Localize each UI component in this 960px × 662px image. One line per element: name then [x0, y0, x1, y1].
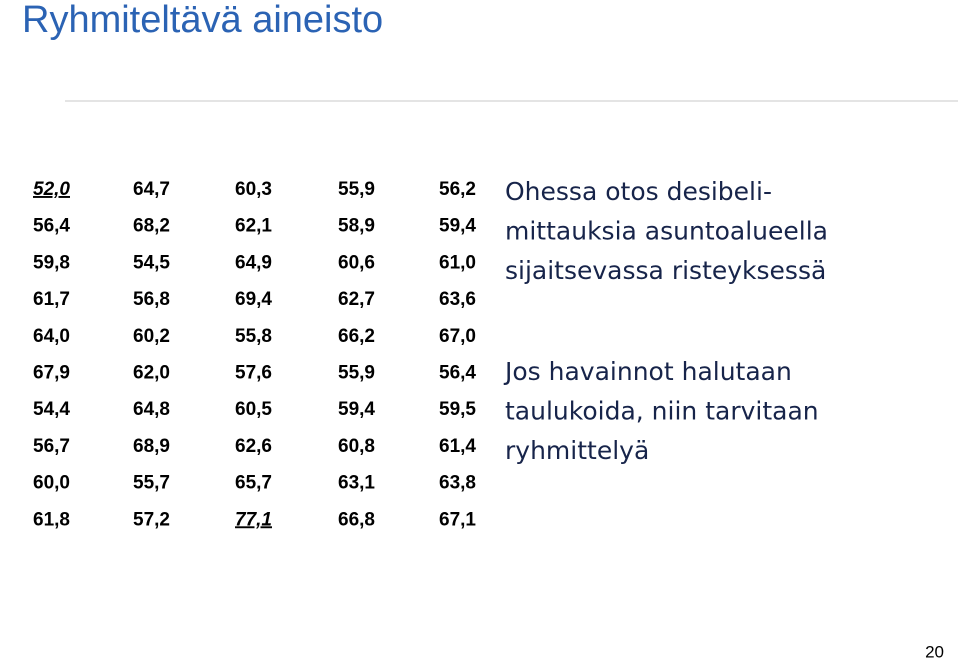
- table-cell: 64,8: [133, 399, 170, 420]
- table-cell: 62,6: [235, 436, 272, 457]
- table-cell: 68,2: [133, 216, 170, 237]
- table-cell: 60,0: [33, 473, 70, 494]
- paragraph-line: mittauksia asuntoalueella: [505, 217, 828, 246]
- table-cell: 64,7: [133, 179, 170, 200]
- table-cell: 67,0: [439, 326, 476, 347]
- table-cell: 63,6: [439, 289, 476, 310]
- paragraph-line: taulukoida, niin tarvitaan: [505, 397, 819, 426]
- table-cell: 59,4: [338, 399, 375, 420]
- table-cell: 61,8: [33, 509, 70, 530]
- table-cell: 65,7: [235, 473, 272, 494]
- paragraph-line: ryhmittelyä: [505, 436, 649, 465]
- table-cell: 60,6: [338, 252, 375, 273]
- table-cell: 68,9: [133, 436, 170, 457]
- table-cell: 52,0: [33, 179, 70, 200]
- table-cell: 63,8: [439, 473, 476, 494]
- table-cell: 66,8: [338, 509, 375, 530]
- paragraph-line: Jos havainnot halutaan: [503, 357, 792, 386]
- table-cell: 64,0: [33, 326, 70, 347]
- table-cell: 64,9: [235, 252, 272, 273]
- table-cell: 66,2: [338, 326, 375, 347]
- table-cell: 59,5: [439, 399, 476, 420]
- table-cell: 57,2: [133, 509, 170, 530]
- table-cell: 54,5: [133, 252, 170, 273]
- text-block: Ohessa otos desibeli-mittauksia asuntoal…: [503, 177, 828, 465]
- table-cell: 69,4: [235, 289, 272, 310]
- table-cell: 62,1: [235, 216, 272, 237]
- table-cell: 57,6: [235, 363, 272, 384]
- table-cell: 56,4: [33, 216, 70, 237]
- title: Ryhmiteltävä aineisto: [22, 0, 383, 41]
- table-cell: 60,5: [235, 399, 272, 420]
- table-cell: 62,7: [338, 289, 375, 310]
- table-cell: 56,7: [33, 436, 70, 457]
- table-cell: 55,9: [338, 179, 375, 200]
- table-cell: 55,7: [133, 473, 170, 494]
- table-cell: 62,0: [133, 363, 170, 384]
- table-cell: 61,0: [439, 252, 476, 273]
- page-number: 20: [925, 642, 944, 661]
- table-cell: 59,8: [33, 252, 70, 273]
- table-cell: 54,4: [33, 399, 70, 420]
- table-cell: 61,7: [33, 289, 70, 310]
- table-cell: 56,8: [133, 289, 170, 310]
- table-cell: 55,8: [235, 326, 272, 347]
- table-cell: 77,1: [235, 509, 272, 530]
- paragraph-line: sijaitsevassa risteyksessä: [505, 256, 826, 285]
- table-cell: 61,4: [439, 436, 476, 457]
- table-cell: 55,9: [338, 363, 375, 384]
- paragraph-line: Ohessa otos desibeli-: [505, 177, 772, 206]
- table-cell: 56,4: [439, 363, 476, 384]
- table-cell: 67,9: [33, 363, 70, 384]
- table-cell: 60,2: [133, 326, 170, 347]
- table-cell: 63,1: [338, 473, 375, 494]
- table-cell: 60,3: [235, 179, 272, 200]
- data-table: 52,0 64,7 60,3 55,9 56,2 56,4 68,2 62,1 58,9 59,4…: [33, 179, 476, 530]
- table-cell: 67,1: [439, 509, 476, 530]
- table-cell: 56,2: [439, 179, 476, 200]
- table-cell: 59,4: [439, 216, 476, 237]
- table-cell: 58,9: [338, 216, 375, 237]
- table-cell: 60,8: [338, 436, 375, 457]
